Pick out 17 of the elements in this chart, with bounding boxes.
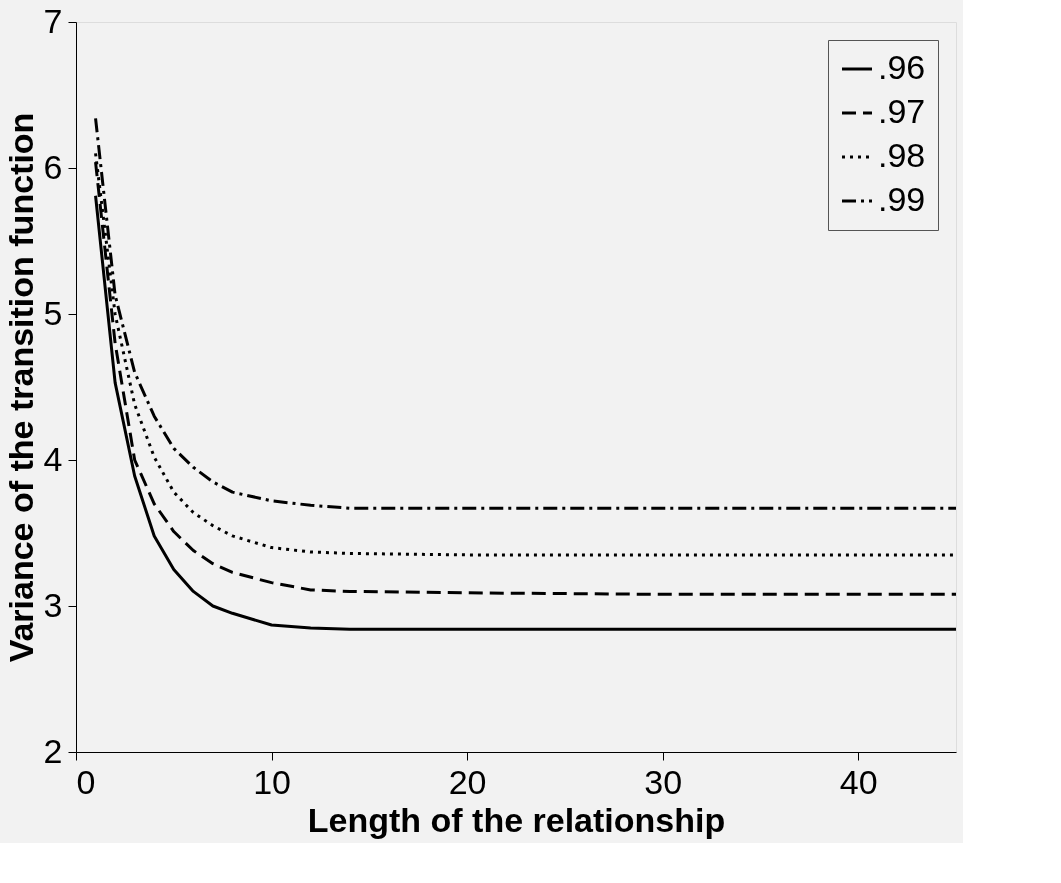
y-tick-label: 5 [43, 293, 63, 332]
legend-label: .98 [878, 136, 926, 174]
y-tick-label: 4 [43, 439, 63, 478]
y-tick-label: 3 [43, 585, 63, 624]
y-tick-label: 6 [43, 147, 63, 186]
x-axis-title: Length of the relationship [307, 800, 726, 839]
y-tick-label: 7 [43, 1, 63, 40]
legend-label: .97 [878, 92, 926, 130]
x-tick-label: 30 [644, 762, 683, 801]
x-tick-label: 0 [76, 762, 96, 801]
legend-label: .99 [878, 180, 926, 218]
y-axis-title: Variance of the transition function [1, 112, 40, 663]
x-tick-label: 10 [253, 762, 291, 801]
x-tick-label: 40 [839, 762, 878, 801]
x-tick-label: 20 [448, 762, 487, 801]
legend-label: .96 [878, 48, 926, 86]
y-tick-label: 2 [43, 731, 63, 770]
